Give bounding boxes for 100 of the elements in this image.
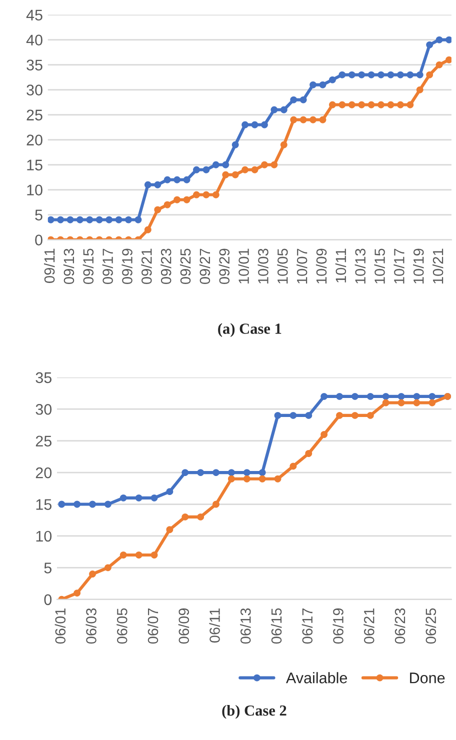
y-tick-label: 30 [36, 404, 52, 415]
x-tick-label: 10/11 [335, 248, 346, 282]
point [338, 101, 346, 108]
point [251, 166, 258, 174]
point [270, 161, 278, 168]
x-tick-label: 09/15 [82, 248, 94, 284]
x-tick-label: 10/09 [316, 248, 327, 284]
x-tick-label: 06/01 [54, 608, 66, 644]
point [193, 166, 200, 174]
point [106, 216, 113, 224]
point [232, 141, 239, 148]
x-tick-label: 10/03 [258, 248, 268, 284]
y-tick-label: 15 [27, 160, 42, 170]
point [212, 469, 220, 476]
point [406, 101, 414, 108]
point [96, 216, 103, 224]
point [428, 392, 436, 400]
point [202, 191, 210, 198]
point [270, 106, 278, 114]
y-tick-label: 30 [26, 84, 42, 96]
point [164, 201, 171, 208]
point [197, 469, 204, 476]
point [120, 494, 127, 502]
point [193, 191, 200, 198]
point [183, 176, 190, 184]
point [328, 76, 336, 84]
point [290, 116, 298, 124]
point [382, 399, 390, 406]
y-tick-label: 15 [36, 499, 52, 510]
y-tick-label: 5 [35, 210, 42, 220]
x-tick-label: 10/17 [394, 248, 404, 284]
x-tick-label: 06/11 [209, 608, 220, 643]
x-tick-label: 06/09 [178, 608, 190, 644]
point [436, 61, 443, 68]
point [74, 500, 81, 508]
point [174, 176, 181, 184]
point [338, 71, 346, 78]
point [366, 392, 374, 400]
point [416, 71, 424, 78]
point [242, 166, 249, 174]
point [232, 171, 239, 178]
point [166, 488, 174, 496]
point [280, 106, 288, 114]
point [144, 226, 152, 234]
point [358, 71, 366, 78]
point [413, 399, 420, 406]
point [166, 526, 174, 534]
point [135, 552, 142, 558]
point [86, 216, 94, 224]
x-tick-label: 09/23 [160, 248, 172, 284]
legend-label: Available [286, 672, 348, 684]
y-tick-label: 35 [26, 60, 42, 70]
point [212, 161, 220, 168]
point [320, 431, 328, 438]
x-tick-label: 09/27 [199, 248, 210, 284]
x-tick-label: 06/25 [425, 608, 436, 644]
point [228, 475, 235, 482]
x-tick-label: 06/03 [86, 608, 96, 644]
y-tick-label: 25 [26, 110, 42, 120]
point [446, 36, 452, 44]
point [154, 181, 162, 188]
point [150, 494, 158, 502]
point [426, 71, 434, 78]
point [222, 161, 230, 168]
point [320, 392, 328, 400]
point [212, 191, 220, 198]
x-tick-label: 06/07 [147, 608, 158, 644]
point [104, 564, 112, 572]
point [348, 71, 356, 78]
x-tick-label: 06/23 [394, 608, 406, 644]
point [446, 56, 452, 64]
point [336, 392, 343, 400]
x-tick-label: 09/25 [180, 248, 191, 284]
point [387, 101, 394, 108]
point [125, 216, 132, 224]
point [115, 216, 122, 224]
point [251, 121, 258, 128]
point [228, 469, 235, 476]
point [89, 500, 96, 508]
point [274, 412, 282, 419]
y-tick-label: 20 [26, 134, 42, 146]
point [66, 216, 74, 224]
point [368, 101, 375, 108]
point [76, 216, 84, 224]
point [154, 206, 162, 214]
x-tick-label: 06/05 [116, 608, 128, 644]
point [428, 399, 436, 406]
point [328, 101, 336, 108]
y-tick-label: 10 [36, 530, 52, 542]
point [243, 475, 250, 482]
point [382, 392, 390, 400]
point [378, 101, 384, 108]
point [48, 216, 54, 224]
x-tick-label: 09/29 [218, 248, 230, 284]
point [436, 36, 443, 44]
x-tick-label: 09/19 [122, 248, 132, 284]
x-tick-label: 10/13 [354, 248, 366, 284]
x-tick-label: 09/11 [44, 248, 55, 283]
point [366, 412, 374, 419]
point [242, 121, 249, 128]
